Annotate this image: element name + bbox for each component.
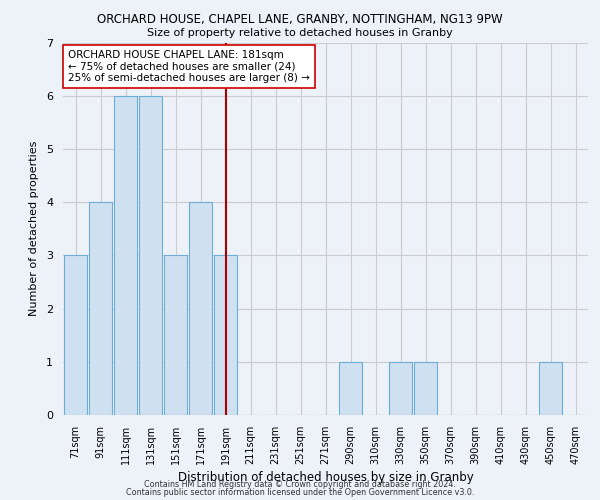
Bar [539,362,562,415]
Text: Size of property relative to detached houses in Granby: Size of property relative to detached ho… [147,28,453,38]
Bar [189,202,212,415]
Y-axis label: Number of detached properties: Number of detached properties [29,141,39,316]
Bar [89,202,112,415]
Text: ORCHARD HOUSE, CHAPEL LANE, GRANBY, NOTTINGHAM, NG13 9PW: ORCHARD HOUSE, CHAPEL LANE, GRANBY, NOTT… [97,12,503,26]
Bar [139,96,162,415]
X-axis label: Distribution of detached houses by size in Granby: Distribution of detached houses by size … [178,471,473,484]
Bar [114,96,137,415]
Bar [164,256,187,415]
Bar [64,256,87,415]
Text: Contains public sector information licensed under the Open Government Licence v3: Contains public sector information licen… [126,488,474,497]
Text: Contains HM Land Registry data © Crown copyright and database right 2024.: Contains HM Land Registry data © Crown c… [144,480,456,489]
Bar [414,362,437,415]
Bar [339,362,362,415]
Bar [214,256,237,415]
Bar [389,362,412,415]
Text: ORCHARD HOUSE CHAPEL LANE: 181sqm
← 75% of detached houses are smaller (24)
25% : ORCHARD HOUSE CHAPEL LANE: 181sqm ← 75% … [68,50,310,83]
